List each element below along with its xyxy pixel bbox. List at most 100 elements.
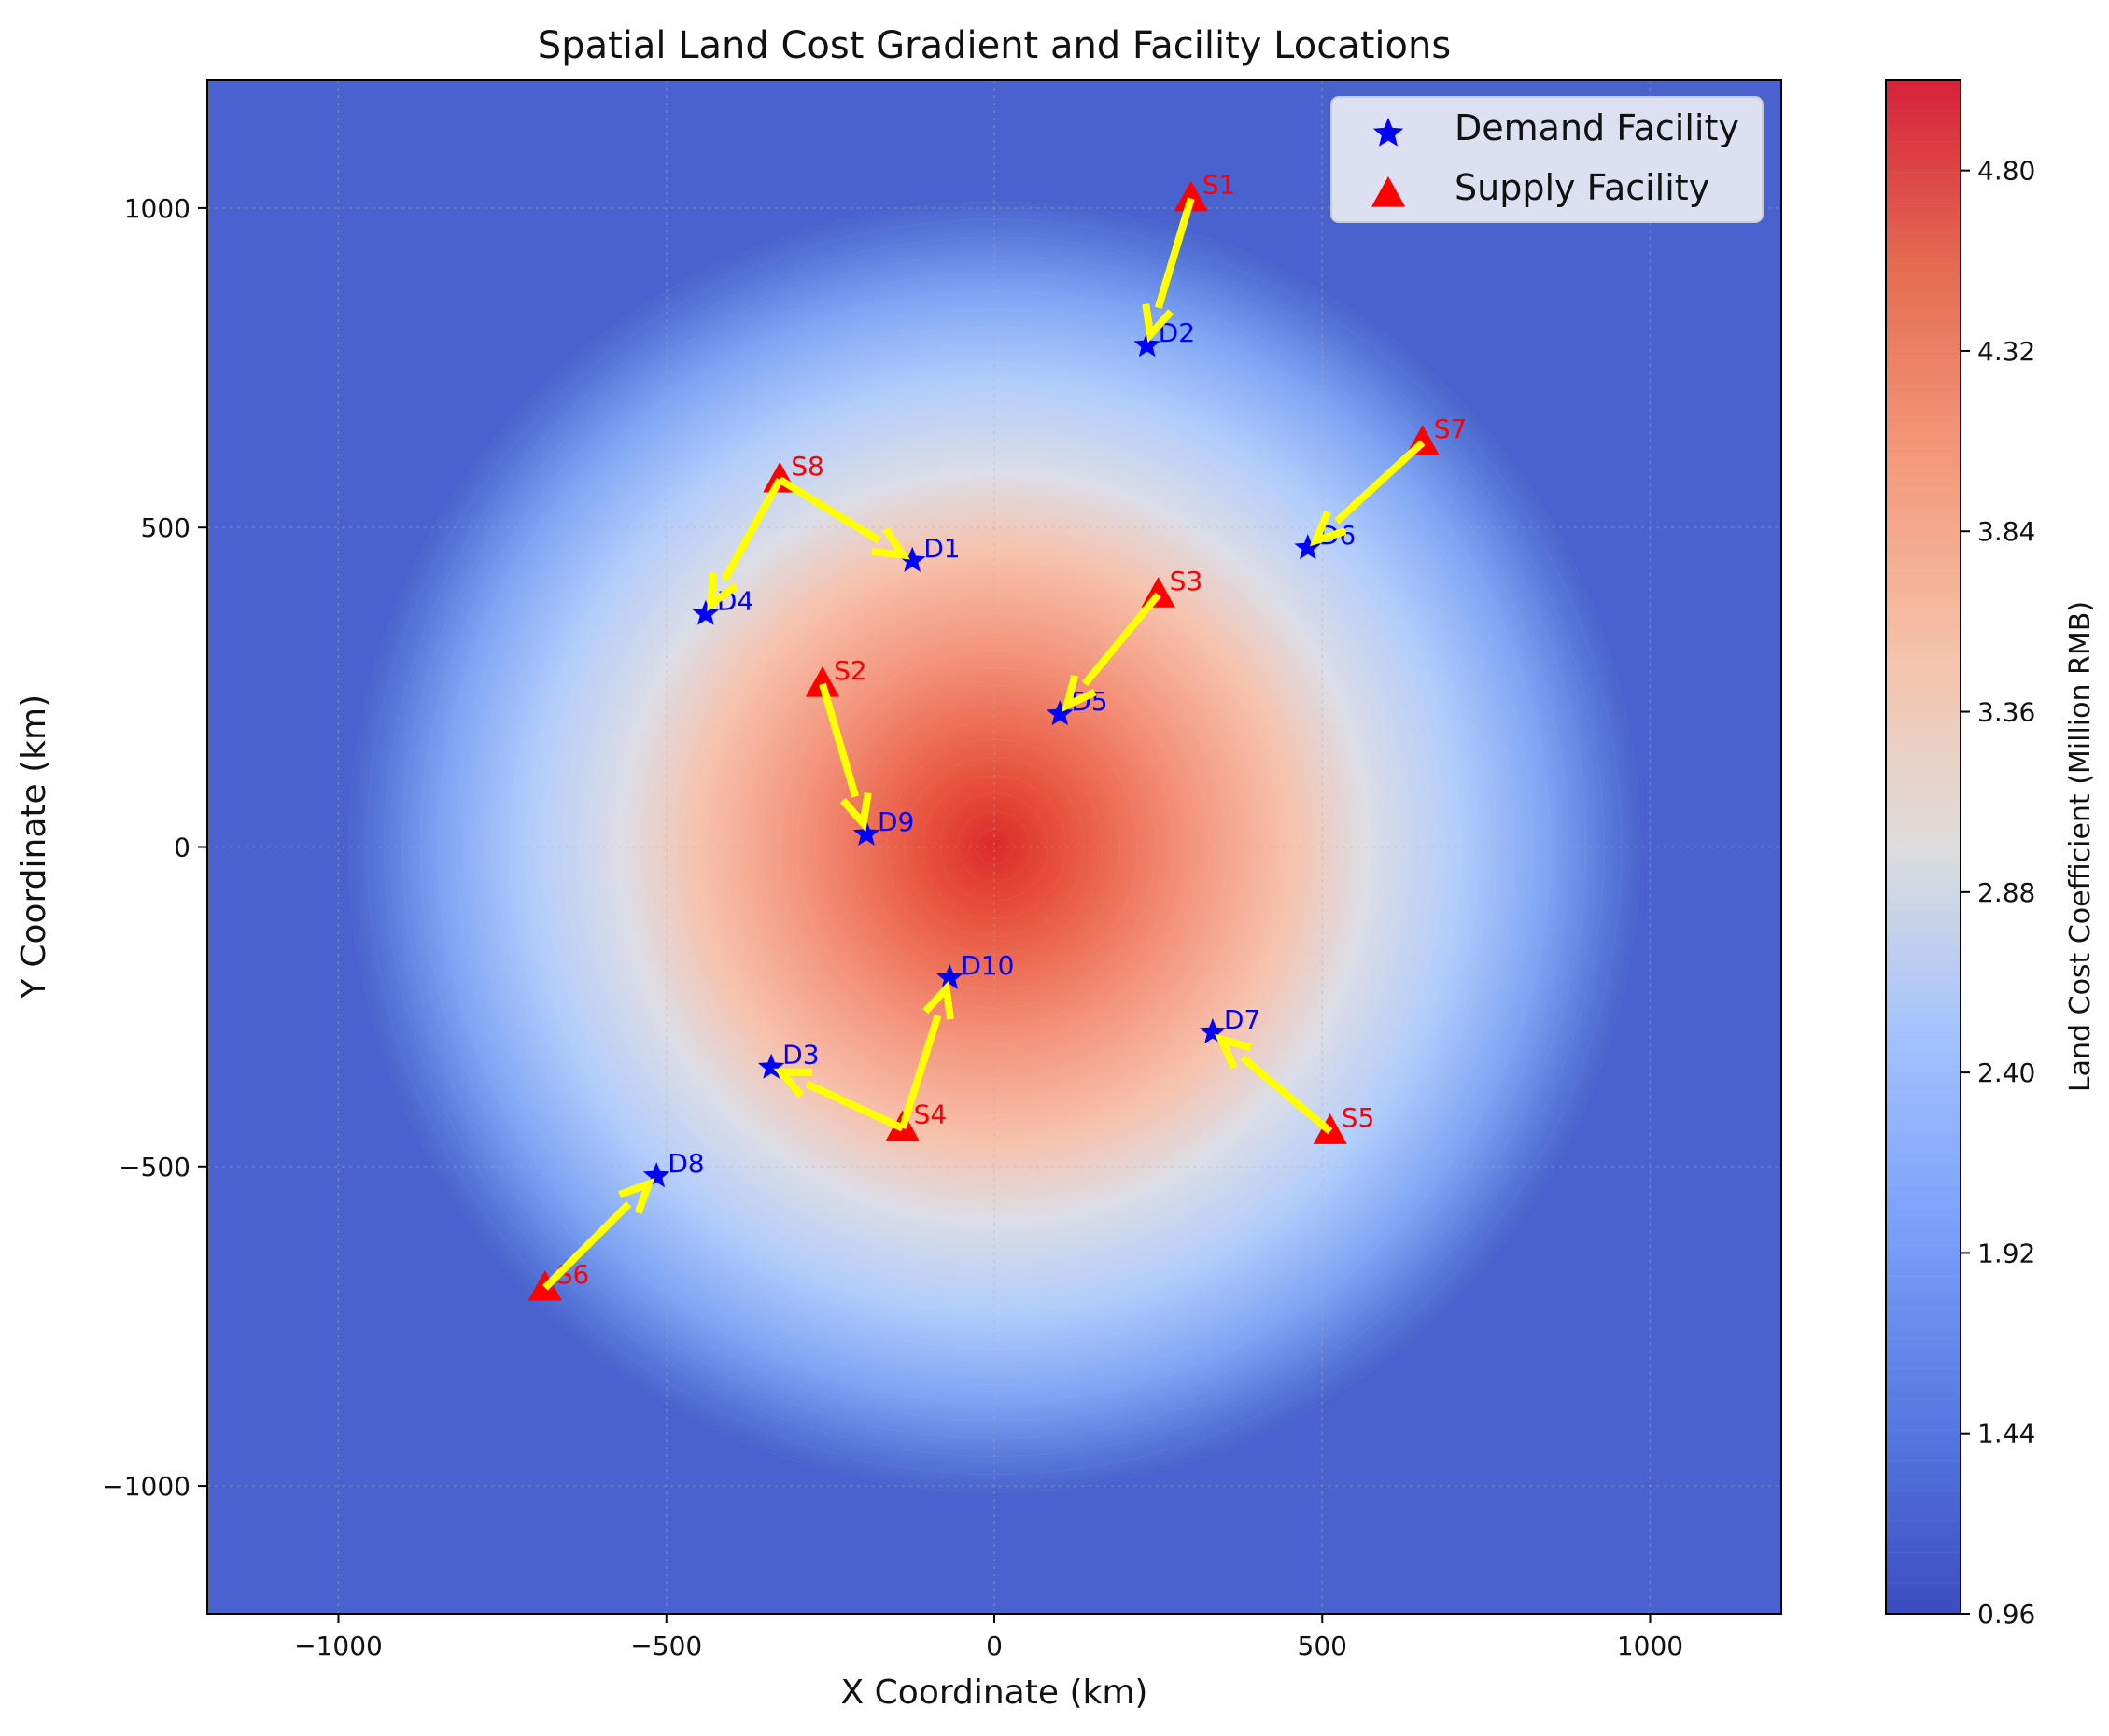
colorbar-ticks: 0.96 1.44 1.92 2.40 2.88 3.36 3.84 4.32 4.80	[1961, 156, 2035, 1630]
supply-label-s1: S1	[1202, 170, 1236, 201]
contour-ring	[581, 434, 1408, 1260]
flow-arrow-s1-d2	[1154, 197, 1195, 310]
flow-arrowhead	[1142, 303, 1174, 343]
colorbar-tick-label: 0.96	[1977, 1599, 2035, 1630]
demand-label-d1: D1	[923, 533, 960, 564]
y-axis-label: Y Coordinate (km)	[15, 694, 53, 1000]
demand-marker-d10	[936, 963, 963, 989]
facility-markers	[527, 180, 1440, 1301]
x-tick-label: −1000	[294, 1631, 383, 1661]
flow-arrow-s8-d1	[778, 476, 881, 544]
contour-ring	[366, 219, 1623, 1475]
contour-ring	[939, 792, 1049, 902]
y-tick-label: 1000	[124, 193, 190, 224]
contour-ring	[760, 613, 1229, 1081]
contour-ring	[689, 541, 1300, 1153]
colorbar-gradient	[1886, 80, 1961, 1614]
x-tick-label: 0	[986, 1631, 1003, 1661]
contour-ring	[779, 631, 1210, 1063]
flow-arrowhead	[871, 526, 911, 560]
legend-box	[1330, 96, 1764, 223]
demand-marker-d5	[1047, 700, 1074, 726]
x-tick-label: −500	[630, 1631, 702, 1661]
flow-arrowhead	[1309, 510, 1347, 547]
demand-label-d8: D8	[668, 1148, 704, 1179]
flow-arrowhead	[773, 1068, 813, 1099]
supply-marker-s1	[1174, 180, 1208, 212]
demand-label-d7: D7	[1224, 1004, 1260, 1035]
flow-arrowhead	[707, 572, 738, 612]
y-tick-label: −500	[119, 1152, 190, 1183]
supply-label-s2: S2	[834, 655, 867, 686]
colorbar-label: Land Cost Coefficient (Million RMB)	[2064, 601, 2097, 1092]
contour-ring	[670, 524, 1318, 1170]
contour-ring	[742, 595, 1246, 1099]
demand-label-d3: D3	[782, 1040, 819, 1071]
flow-arrowhead	[922, 980, 954, 1020]
x-tick-label: 1000	[1617, 1631, 1683, 1661]
flow-arrow-s8-d4	[721, 477, 783, 581]
contour-ring	[491, 344, 1497, 1350]
flow-arrowhead	[618, 1177, 655, 1215]
demand-marker-d4	[692, 599, 720, 625]
contour-ring	[545, 399, 1443, 1295]
colorbar-tick-label: 3.84	[1977, 516, 2035, 547]
contour-ring	[653, 506, 1336, 1188]
flow-arrow-s6-d8	[541, 1200, 632, 1291]
contour-ring	[617, 469, 1371, 1225]
contour-ring	[456, 309, 1533, 1385]
legend: Demand Facility Supply Facility	[1330, 96, 1764, 223]
x-axis: −1000 −500 0 500 1000	[294, 1614, 1683, 1661]
colorbar-tick-label: 1.44	[1977, 1419, 2035, 1449]
flow-arrow-s4-d3	[805, 1080, 905, 1132]
contour-ring	[707, 559, 1282, 1135]
flow-arrowhead	[1061, 674, 1097, 713]
flow-arrow-s4-d10	[898, 1014, 942, 1129]
colorbar-bands	[1886, 110, 1961, 1584]
contour-ring	[796, 649, 1192, 1045]
contour-ring	[921, 775, 1067, 919]
contour-ring	[958, 810, 1031, 884]
contour-rings	[348, 201, 1640, 1493]
demand-marker-d9	[852, 819, 880, 846]
contour-ring	[510, 362, 1479, 1332]
contour-ring	[599, 452, 1389, 1242]
demand-marker-d3	[757, 1053, 785, 1079]
legend-label-supply: Supply Facility	[1455, 167, 1709, 208]
legend-star-icon	[1372, 118, 1404, 147]
flow-arrow-s2-d9	[819, 682, 860, 798]
y-tick-label: 0	[174, 833, 190, 863]
colorbar-frame	[1885, 79, 1961, 1615]
contour-ring	[420, 273, 1568, 1421]
colorbar-tick-label: 2.88	[1977, 877, 2035, 908]
contour-ring	[401, 255, 1587, 1439]
legend-label-demand: Demand Facility	[1455, 107, 1739, 148]
grid-lines	[207, 80, 1781, 1614]
supply-marker-s2	[805, 665, 839, 697]
colorbar-tick-label: 4.80	[1977, 156, 2035, 187]
flow-arrow-s3-d5	[1081, 592, 1161, 687]
demand-marker-d1	[898, 546, 926, 572]
demand-marker-d6	[1294, 534, 1322, 560]
flow-arrow-s5-d7	[1240, 1055, 1333, 1135]
flow-arrow-s7-d6	[1334, 440, 1426, 525]
y-tick-label: −1000	[102, 1471, 190, 1502]
y-tick-label: 500	[141, 512, 190, 543]
cost-gradient-surface	[350, 203, 1638, 1491]
contour-ring	[886, 738, 1103, 956]
y-axis: −1000 −500 0 500 1000	[102, 193, 207, 1502]
flow-arrowhead	[1214, 1033, 1253, 1070]
supply-label-s7: S7	[1434, 413, 1468, 444]
x-tick-label: 500	[1298, 1631, 1347, 1661]
colorbar: 0.96 1.44 1.92 2.40 2.88 3.36 3.84 4.32 4.80 Lan…	[1885, 79, 2097, 1630]
contour-ring	[563, 416, 1426, 1278]
supply-label-s8: S8	[791, 451, 824, 482]
demand-label-d10: D10	[961, 950, 1014, 981]
demand-label-d9: D9	[878, 806, 914, 837]
chart-title: Spatial Land Cost Gradient and Facility …	[538, 24, 1451, 67]
colorbar-tick-label: 1.92	[1977, 1238, 2035, 1268]
contour-ring	[635, 488, 1354, 1206]
contour-ring	[473, 327, 1515, 1367]
contour-ring	[438, 290, 1551, 1404]
